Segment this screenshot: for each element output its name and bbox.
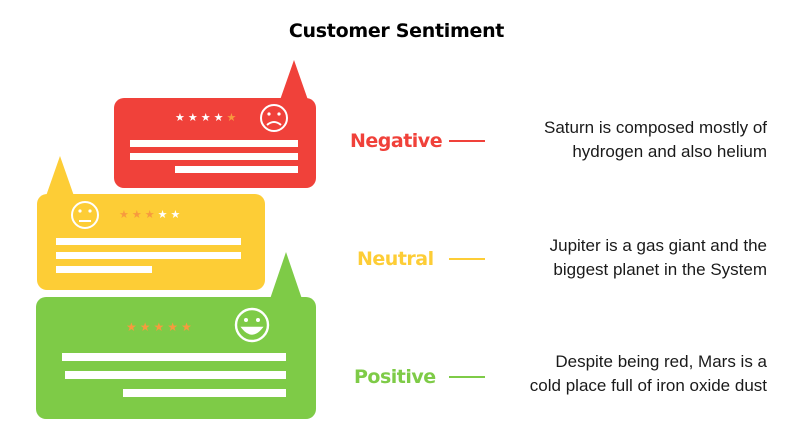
page-title: Customer Sentiment xyxy=(288,20,505,42)
description-neutral-line-1: Jupiter is a gas giant and the xyxy=(549,236,767,255)
description-positive-line-2: cold place full of iron oxide dust xyxy=(529,376,767,395)
description-positive-line-1: Despite being red, Mars is a xyxy=(555,352,767,371)
sentiment-label-negative: Negative xyxy=(350,130,443,152)
neutral-text-line-3 xyxy=(56,266,152,273)
neutral-text-line-2 xyxy=(56,252,241,259)
star-icon: ★ xyxy=(213,112,227,124)
star-icon: ★ xyxy=(153,320,168,334)
negative-rating-stars: ★★★★★ xyxy=(175,112,239,124)
star-icon: ★ xyxy=(175,112,188,124)
star-icon: ★ xyxy=(126,320,140,334)
description-negative: Saturn is composed mostly of hydrogen an… xyxy=(467,116,767,164)
description-negative-line-2: hydrogen and also helium xyxy=(572,142,767,161)
star-icon: ★ xyxy=(200,112,214,124)
negative-text-line-2 xyxy=(130,153,298,160)
star-icon: ★ xyxy=(157,209,171,221)
sad-face-icon xyxy=(260,104,288,132)
star-icon: ★ xyxy=(170,209,184,221)
neutral-bubble xyxy=(37,156,265,290)
connector-line-positive xyxy=(449,376,485,378)
positive-text-line-1 xyxy=(62,353,286,361)
positive-rating-stars: ★★★★★ xyxy=(126,321,195,333)
star-icon: ★ xyxy=(181,320,195,334)
description-neutral-line-2: biggest planet in the System xyxy=(553,260,767,279)
star-icon: ★ xyxy=(144,209,158,221)
negative-text-line-1 xyxy=(130,140,298,147)
negative-text-line-3 xyxy=(175,166,298,173)
sentiment-label-positive: Positive xyxy=(354,366,436,388)
connector-line-negative xyxy=(449,140,485,142)
sentiment-label-neutral: Neutral xyxy=(357,248,434,270)
star-icon: ★ xyxy=(119,209,132,221)
positive-text-line-3 xyxy=(123,389,286,397)
description-negative-line-1: Saturn is composed mostly of xyxy=(544,118,767,137)
star-icon: ★ xyxy=(167,320,182,334)
star-icon: ★ xyxy=(139,320,154,334)
star-icon: ★ xyxy=(226,112,240,124)
negative-bubble xyxy=(114,60,316,188)
star-icon: ★ xyxy=(131,209,145,221)
neutral-text-line-1 xyxy=(56,238,241,245)
description-neutral: Jupiter is a gas giant and the biggest p… xyxy=(467,234,767,282)
neutral-face-icon xyxy=(71,201,99,229)
description-positive: Despite being red, Mars is a cold place … xyxy=(467,350,767,398)
connector-line-neutral xyxy=(449,258,485,260)
neutral-rating-stars: ★★★★★ xyxy=(119,209,183,221)
star-icon: ★ xyxy=(187,112,201,124)
happy-face-icon xyxy=(234,307,270,343)
positive-text-line-2 xyxy=(65,371,286,379)
